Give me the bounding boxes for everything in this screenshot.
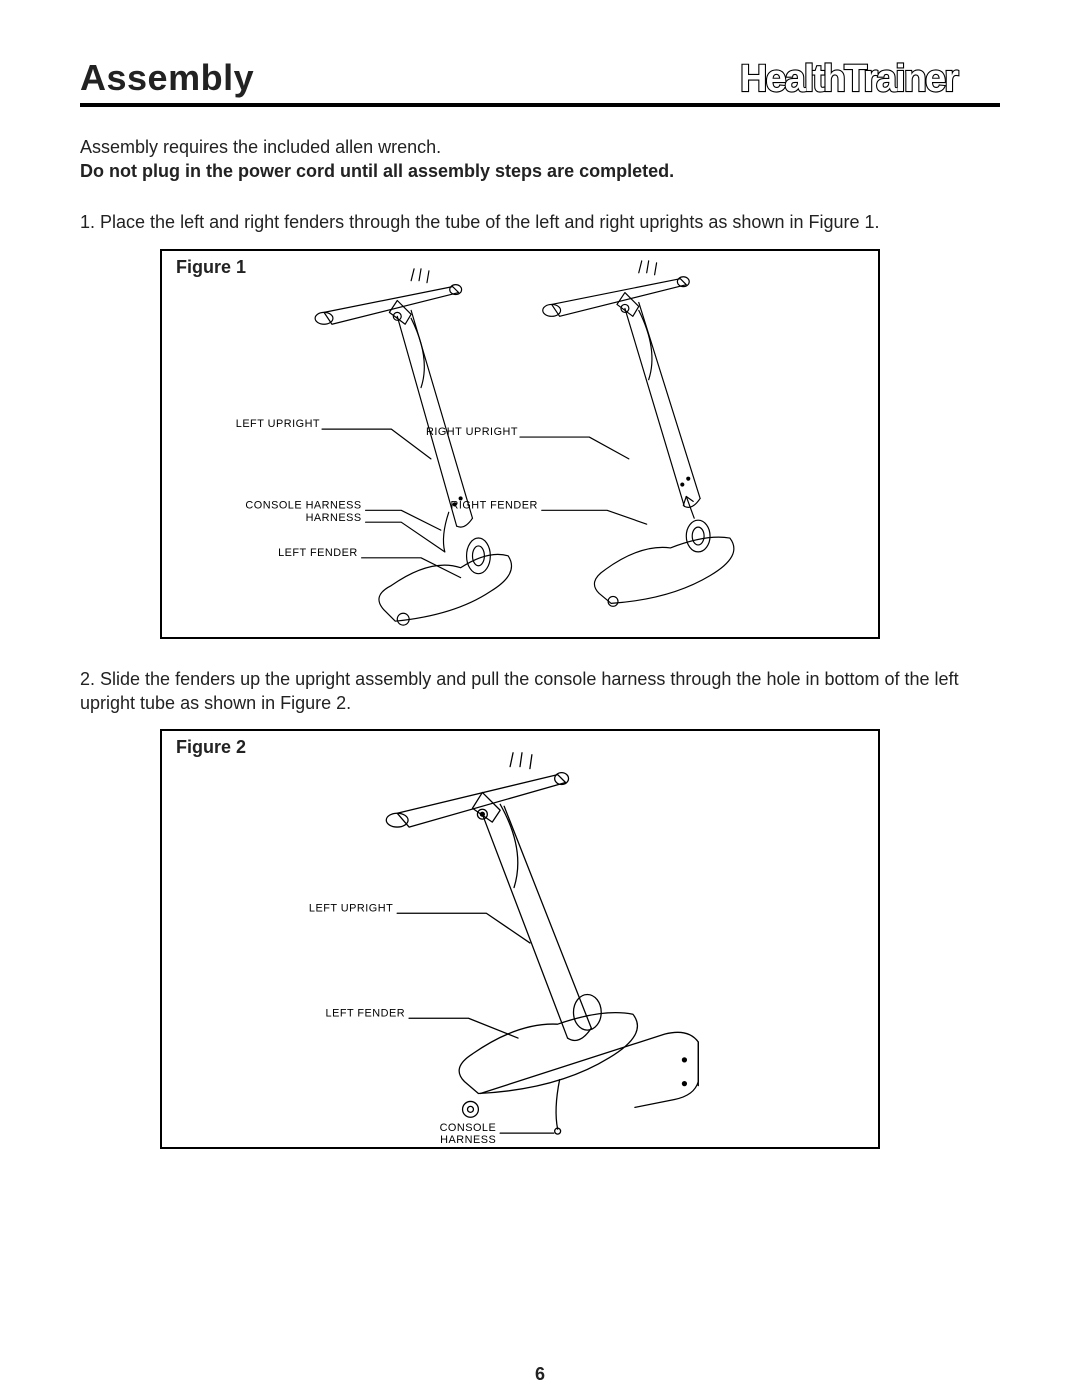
section-title: Assembly [80,57,254,99]
header-row: Assembly HealthTrainer [80,55,1000,107]
label-left-upright: LEFT UPRIGHT [236,418,320,430]
figure-2: Figure 2 [160,729,880,1149]
svg-text:HARNESS: HARNESS [440,1134,496,1146]
figure-2-caption: Figure 2 [172,737,250,758]
manual-page: Assembly HealthTrainer Assembly requires… [0,0,1080,1397]
label2-left-fender: LEFT FENDER [326,1007,406,1019]
label-right-fender: RIGHT FENDER [451,499,538,511]
page-number: 6 [0,1364,1080,1385]
warning-text: Do not plug in the power cord until all … [80,161,1000,182]
figure-2-diagram: LEFT UPRIGHT LEFT FENDER CONSOLE HARNESS [162,731,878,1147]
brand-logo-text: HealthTrainer [740,58,959,99]
label2-console: CONSOLE [440,1122,497,1134]
label2-left-upright: LEFT UPRIGHT [309,902,393,914]
step-1-text: 1. Place the left and right fenders thro… [80,210,1000,234]
label-right-upright: RIGHT UPRIGHT [426,426,518,438]
figure-1: Figure 1 [160,249,880,639]
svg-text:HARNESS: HARNESS [306,512,362,524]
label-left-fender: LEFT FENDER [278,546,358,558]
figure-1-caption: Figure 1 [172,257,250,278]
brand-logo: HealthTrainer [740,55,1000,99]
label-console: CONSOLE HARNESS [245,499,361,511]
intro-text: Assembly requires the included allen wre… [80,135,1000,159]
figure-1-diagram: LEFT UPRIGHT CONSOLE HARNESS HARNESS LEF… [162,251,878,637]
step-2-text: 2. Slide the fenders up the upright asse… [80,667,1000,716]
